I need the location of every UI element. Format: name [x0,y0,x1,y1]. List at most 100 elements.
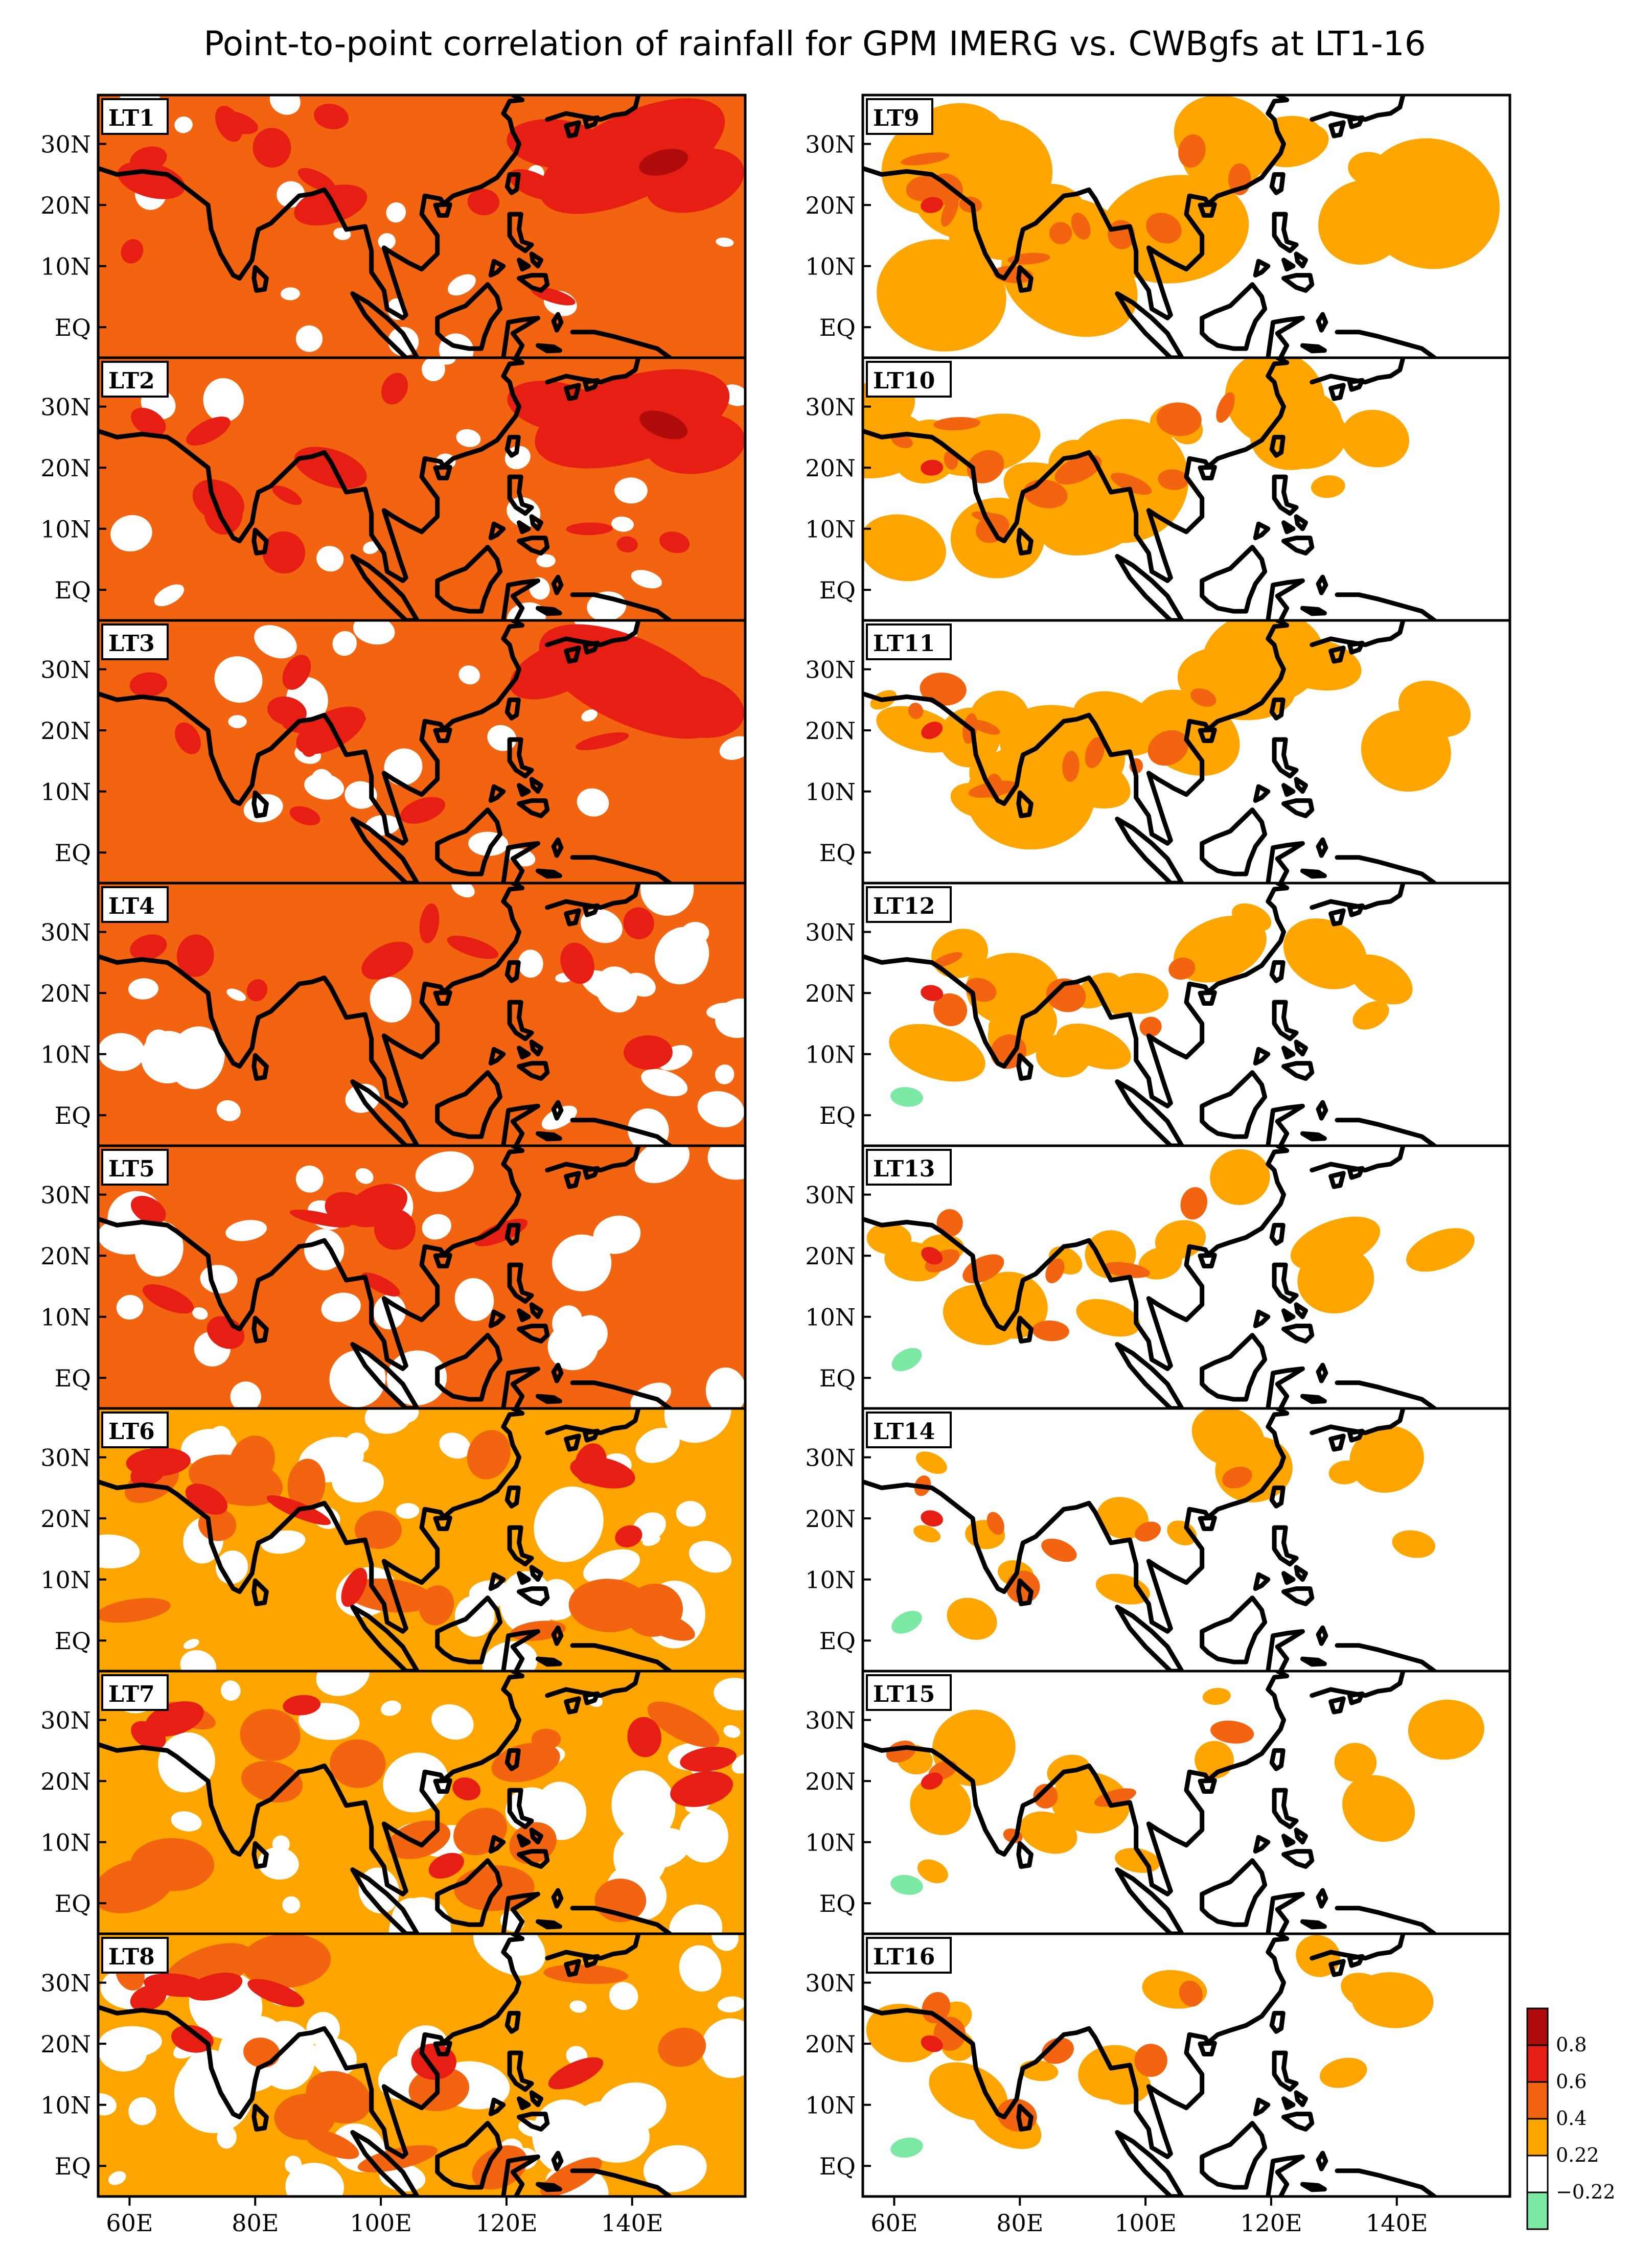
coastline [517,1571,531,1585]
y-tick-label: EQ [55,2153,91,2180]
correlation-0.6-patch [361,1272,400,1297]
coastline [1294,1827,1308,1845]
coastline [251,1578,269,1606]
coastline [863,1671,1290,1896]
coastline [1253,784,1271,803]
correlation-0.6-patch [921,2035,943,2052]
coastline [551,1100,564,1121]
correlation-0.22-patch [1361,710,1451,792]
low-correlation-patch [299,1703,360,1740]
coastline [98,358,525,583]
coastline [583,378,600,392]
coastline [583,903,600,917]
panel-label: LT11 [866,623,952,660]
correlation-0.22-patch [1349,954,1413,1005]
correlation-0.6-patch [447,935,499,959]
coastline [1200,1333,1268,1402]
coastline [1328,120,1346,138]
panel-label: LT4 [101,886,169,923]
panel-label-box [101,886,169,923]
correlation-0.4-patch [1110,473,1152,495]
coastline [504,1222,521,1246]
coastline [1294,1565,1308,1582]
correlation-0.4-patch [346,1578,434,1613]
panel-label-text: LT9 [873,105,920,131]
correlation-field [98,1146,745,1408]
coastline [1115,1867,1184,1934]
correlation-field [98,1671,745,1934]
correlation-0.22-patch [1342,1775,1415,1842]
coastline [1266,578,1305,620]
panel-label-text: LT2 [108,368,155,394]
coastline [1316,312,1328,333]
y-tick-label: 10N [805,516,856,543]
coastline [551,2150,564,2171]
coastline [501,1103,540,1146]
coastline [350,1079,420,1146]
low-correlation-patch [226,988,246,1001]
coastline [1281,536,1315,556]
low-correlation-patch [614,477,648,504]
coastline [1335,1118,1437,1146]
coastline [1294,777,1308,794]
coastline [433,990,452,1006]
map-panel-lt11: LT11 30N 20N 10N EQ [805,619,1511,885]
correlation-0.22-patch [1360,138,1500,269]
correlation-0.22-patch [917,1859,948,1884]
correlation-field [863,1146,1510,1408]
correlation-0.6-patch [576,732,629,750]
low-correlation-patch [396,1503,420,1519]
y-tick-label: 30N [805,1182,856,1209]
correlation-0.4-patch [330,1739,386,1788]
coastline [433,1778,452,1794]
y-tick-label: 10N [805,1304,856,1331]
coastline [1310,883,1406,910]
correlation-0.4-patch [906,176,940,201]
panel-label: LT5 [101,1149,169,1186]
coastline [1300,2182,1327,2192]
low-correlation-patch [180,1650,217,1671]
correlation-field [98,1934,745,2196]
coastline [1281,1586,1315,1606]
colorbar-label: 0.22 [1556,2144,1599,2166]
panel-label-text: LT10 [873,368,935,394]
panel-grid: LT1 30N 20N 10N EQ LT2 30N 20N 10N EQ LT3 30N 20N 10N… [40,94,1511,2237]
low-correlation-patch [345,1432,370,1455]
coastline [583,1428,600,1443]
correlation-0.4-patch [1135,1521,1161,1542]
x-tick-label: 60E [106,2209,153,2237]
coastline [1272,1000,1299,1042]
correlation-0.6-patch [130,1984,167,2011]
low-correlation-patch [536,554,556,568]
y-tick-label: 10N [40,1041,91,1069]
coastline [517,1061,550,1081]
correlation-0.4-patch [933,993,968,1027]
correlation-0.4-patch [306,2071,372,2124]
correlation-0.6-patch [921,1246,943,1265]
coastline [1272,737,1299,779]
coastline [488,259,506,278]
correlation-0.4-patch [920,673,967,706]
y-tick-label: 20N [805,454,856,482]
low-correlation-patch [316,546,344,572]
low-correlation-patch [534,1486,604,1562]
coastline [1016,2103,1034,2132]
coastline [350,1342,420,1408]
coastline [529,2090,543,2108]
coastline [488,2097,506,2117]
y-tick-label: EQ [819,576,856,604]
map-panel-lt14: LT14 30N 20N 10N EQ [805,1407,1511,1673]
coastline [251,1053,269,1081]
correlation-0.22-patch [1097,1497,1149,1539]
correlation-0.6-patch [283,1695,321,1716]
low-correlation-patch [386,1350,447,1406]
coastline [1200,1070,1268,1139]
coastline [1300,606,1327,616]
coastline [529,777,543,794]
map-panel-lt15: LT15 30N 20N 10N EQ [805,1670,1511,1935]
coastline [1200,282,1268,351]
negative-correlation-patch [890,1874,923,1895]
correlation-0.6-patch [539,98,725,214]
y-tick-label: 30N [805,1970,856,1997]
